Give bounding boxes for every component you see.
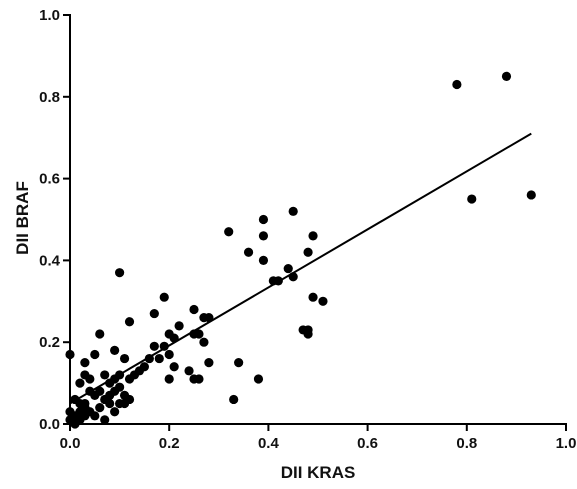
data-point — [90, 411, 100, 421]
data-point — [139, 362, 149, 372]
data-point — [119, 398, 130, 409]
data-point — [467, 194, 477, 204]
y-tick-label: 0.6 — [39, 171, 60, 188]
data-point — [164, 374, 174, 384]
x-tick-label: 0.2 — [159, 435, 180, 452]
data-point — [288, 206, 298, 216]
data-point — [119, 353, 130, 364]
data-point — [199, 337, 209, 347]
points-layer — [65, 71, 536, 429]
data-point — [149, 308, 159, 319]
data-point — [174, 321, 184, 331]
data-point — [75, 378, 85, 388]
data-point — [159, 341, 169, 351]
data-point — [169, 333, 179, 343]
data-point — [229, 394, 239, 405]
y-tick-label: 0.2 — [39, 334, 60, 351]
data-point — [169, 362, 179, 372]
data-point — [115, 370, 125, 380]
data-point — [164, 349, 174, 360]
data-point — [224, 227, 234, 237]
data-point — [318, 296, 328, 306]
ticks-layer: 0.0 0.2 0.4 0.6 0.8 1.0 0.0 0.2 0.4 0.6 0.8 1.0 — [39, 7, 576, 452]
y-axis-title: DII BRAF — [13, 181, 32, 255]
data-point — [115, 268, 125, 278]
data-point — [204, 313, 214, 323]
regression-line — [69, 132, 532, 405]
data-point — [70, 415, 80, 425]
data-point — [149, 341, 159, 351]
data-point — [159, 292, 169, 302]
regression-line-layer — [69, 132, 532, 405]
data-point — [90, 349, 100, 360]
data-point — [288, 272, 298, 282]
axes-layer — [69, 14, 567, 425]
x-tick-label: 0.0 — [60, 435, 81, 452]
x-axis-title: DII KRAS — [281, 463, 356, 482]
data-point — [308, 231, 318, 241]
data-point — [95, 329, 105, 339]
x-tick-label: 0.4 — [258, 435, 280, 452]
data-point — [253, 374, 264, 384]
data-point — [258, 255, 269, 265]
data-point — [303, 247, 313, 257]
data-point — [85, 374, 95, 384]
data-point — [144, 353, 154, 364]
x-tick-label: 0.6 — [357, 435, 378, 452]
data-point — [234, 358, 244, 368]
x-tick-label: 1.0 — [556, 435, 577, 452]
data-point — [95, 403, 105, 413]
data-point — [283, 263, 293, 274]
data-point — [258, 214, 269, 225]
data-point — [204, 358, 214, 368]
data-point — [110, 345, 120, 355]
data-point — [189, 304, 199, 315]
data-point — [303, 325, 313, 335]
data-point — [105, 398, 115, 409]
data-point — [243, 247, 254, 257]
data-point — [308, 292, 318, 302]
data-point — [80, 358, 90, 368]
data-point — [452, 79, 462, 90]
data-point — [95, 386, 105, 396]
data-point — [258, 231, 269, 241]
y-tick-label: 0.0 — [39, 416, 60, 433]
data-point — [184, 366, 194, 376]
data-point — [115, 382, 125, 392]
y-tick-label: 0.8 — [39, 89, 60, 106]
data-point — [526, 190, 536, 200]
data-point — [194, 374, 204, 384]
data-point — [100, 370, 110, 380]
data-point — [154, 353, 164, 364]
data-point — [501, 71, 512, 81]
data-point — [100, 415, 110, 425]
data-point — [273, 276, 283, 286]
y-tick-label: 0.4 — [39, 252, 61, 269]
data-point — [110, 407, 120, 417]
data-point — [124, 317, 135, 327]
y-tick-label: 1.0 — [39, 7, 60, 24]
x-tick-label: 0.8 — [456, 435, 477, 452]
data-point — [194, 329, 204, 339]
